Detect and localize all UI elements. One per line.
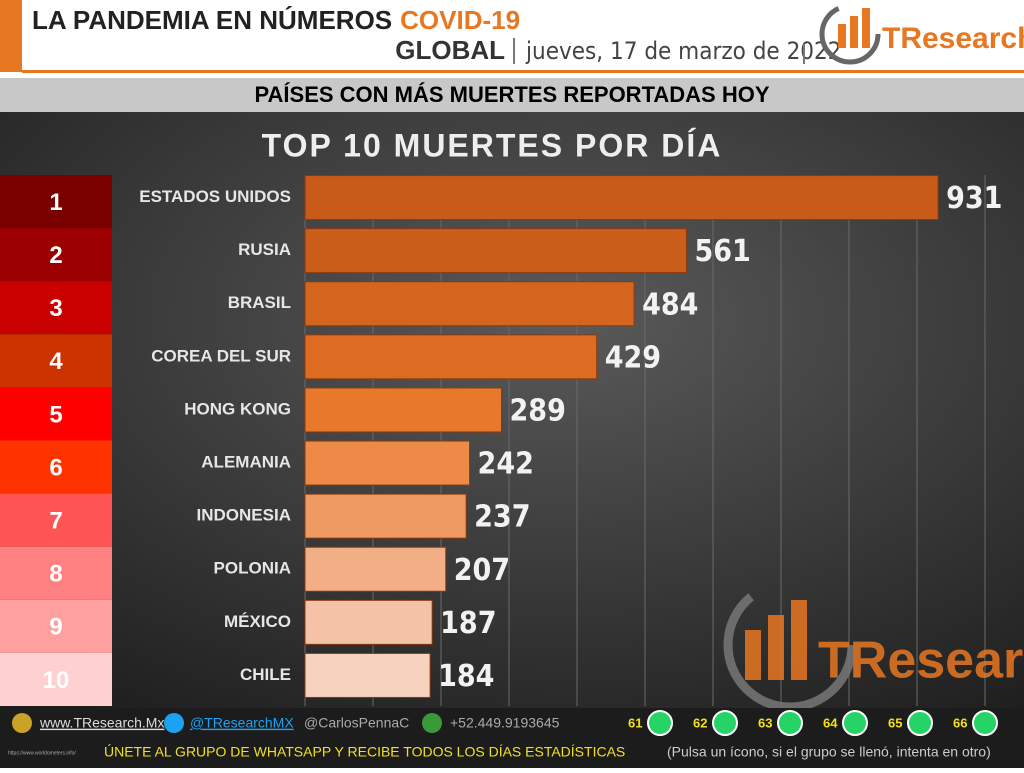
value-label: 187 bbox=[440, 606, 496, 641]
twitter-2[interactable]: @CarlosPennaC bbox=[304, 715, 409, 731]
group-number: 64 bbox=[823, 715, 838, 730]
category-label: ESTADOS UNIDOS bbox=[139, 187, 291, 206]
rank-box bbox=[0, 281, 112, 335]
value-label: 484 bbox=[642, 287, 698, 322]
web-icon bbox=[12, 713, 32, 733]
group-number: 63 bbox=[758, 715, 772, 730]
watermark-bar bbox=[791, 600, 807, 680]
rank-label: 2 bbox=[49, 242, 62, 269]
rank-label: 1 bbox=[49, 189, 62, 216]
footer-call: ÚNETE AL GRUPO DE WHATSAPP Y RECIBE TODO… bbox=[104, 744, 625, 760]
website[interactable]: www.TResearch.Mx bbox=[39, 715, 164, 731]
group-number: 66 bbox=[953, 715, 967, 730]
bar bbox=[304, 175, 939, 221]
whatsapp-icon[interactable] bbox=[907, 710, 933, 736]
phone[interactable]: +52.449.9193645 bbox=[450, 715, 560, 731]
whatsapp-groups: 61 62 63 64 65 66 bbox=[628, 710, 998, 736]
header-scope: GLOBAL bbox=[395, 35, 505, 65]
banner bbox=[0, 78, 1024, 112]
rank-box bbox=[0, 334, 112, 388]
rank-label: 7 bbox=[49, 507, 62, 534]
rank-box bbox=[0, 652, 112, 706]
logo-bar bbox=[850, 16, 858, 48]
category-label: BRASIL bbox=[228, 293, 291, 312]
bar bbox=[304, 387, 503, 433]
value-label: 207 bbox=[454, 553, 510, 588]
category-label: CHILE bbox=[240, 665, 291, 684]
bar bbox=[304, 493, 467, 539]
watermark-bar bbox=[745, 630, 761, 680]
title-highlight: COVID-19 bbox=[400, 5, 520, 35]
value-label: 561 bbox=[694, 234, 750, 269]
whatsapp-icon[interactable] bbox=[972, 710, 998, 736]
watermark: TResearch bbox=[723, 578, 1024, 712]
rank-label: 3 bbox=[49, 295, 62, 322]
chart-title: TOP 10 MUERTES POR DÍA bbox=[262, 127, 723, 163]
title-main: LA PANDEMIA EN NÚMEROS bbox=[32, 5, 392, 35]
logo-bar bbox=[838, 24, 846, 48]
twitter-icon bbox=[164, 713, 184, 733]
category-label: ALEMANIA bbox=[201, 453, 291, 472]
twitter[interactable]: @TResearchMX bbox=[190, 715, 294, 731]
value-label: 931 bbox=[946, 181, 1002, 216]
bar bbox=[304, 440, 471, 486]
bar bbox=[304, 599, 433, 645]
logo-ring bbox=[819, 3, 881, 65]
category-label: INDONESIA bbox=[197, 506, 291, 525]
value-label: 289 bbox=[510, 393, 566, 428]
header-rule bbox=[22, 70, 1024, 73]
bar bbox=[304, 281, 635, 327]
source: https://www.worldometers.info/ bbox=[8, 750, 76, 756]
rank-label: 9 bbox=[49, 614, 62, 641]
whatsapp-icon[interactable] bbox=[842, 710, 868, 736]
rank-box bbox=[0, 440, 112, 494]
group-number: 62 bbox=[693, 715, 707, 730]
header-title: LA PANDEMIA EN NÚMEROS COVID-19 bbox=[32, 5, 520, 35]
whatsapp-icon[interactable] bbox=[777, 710, 803, 736]
footer-note: (Pulsa un ícono, si el grupo se llenó, i… bbox=[667, 744, 991, 760]
plot: 1 2 3 4 5 6 7 8 9 10 ESTADOS UNIDOS 931 RUSIA 561 BRAS… bbox=[0, 175, 1002, 706]
bar bbox=[304, 652, 431, 698]
rank-label: 10 bbox=[43, 667, 70, 694]
rank-label: 4 bbox=[49, 348, 63, 375]
rank-box bbox=[0, 228, 112, 282]
value-label: 237 bbox=[474, 500, 530, 535]
rank-box bbox=[0, 493, 112, 547]
bar bbox=[304, 334, 598, 380]
value-label: 184 bbox=[438, 659, 494, 694]
rank-box bbox=[0, 546, 112, 600]
category-label: POLONIA bbox=[214, 559, 291, 578]
bar bbox=[304, 546, 447, 592]
value-label: 242 bbox=[478, 447, 534, 482]
category-label: MÉXICO bbox=[224, 612, 291, 631]
watermark-text: TResearch bbox=[818, 632, 1024, 690]
rank-label: 5 bbox=[49, 401, 62, 428]
logo-text: TResearch bbox=[882, 22, 1024, 55]
group-number: 61 bbox=[628, 715, 642, 730]
value-label: 429 bbox=[605, 340, 661, 375]
group-number: 65 bbox=[888, 715, 902, 730]
watermark-bar bbox=[768, 615, 784, 680]
category-label: RUSIA bbox=[238, 240, 291, 259]
rank-box bbox=[0, 599, 112, 653]
logo-bar bbox=[862, 8, 870, 48]
phone-icon bbox=[422, 713, 442, 733]
whatsapp-icon[interactable] bbox=[712, 710, 738, 736]
category-label: HONG KONG bbox=[184, 399, 291, 418]
rank-label: 8 bbox=[49, 561, 62, 588]
category-label: COREA DEL SUR bbox=[151, 346, 291, 365]
header-stripe bbox=[0, 0, 22, 72]
rank-box bbox=[0, 175, 112, 229]
rank-label: 6 bbox=[49, 454, 62, 481]
bar bbox=[304, 228, 687, 274]
whatsapp-icon[interactable] bbox=[647, 710, 673, 736]
watermark-ring bbox=[723, 578, 857, 712]
banner-text: PAÍSES CON MÁS MUERTES REPORTADAS HOY bbox=[254, 82, 769, 107]
header-logo: TResearch bbox=[819, 3, 1024, 65]
rank-box bbox=[0, 387, 112, 441]
header-date: jueves, 17 de marzo de 2022 bbox=[525, 37, 842, 65]
